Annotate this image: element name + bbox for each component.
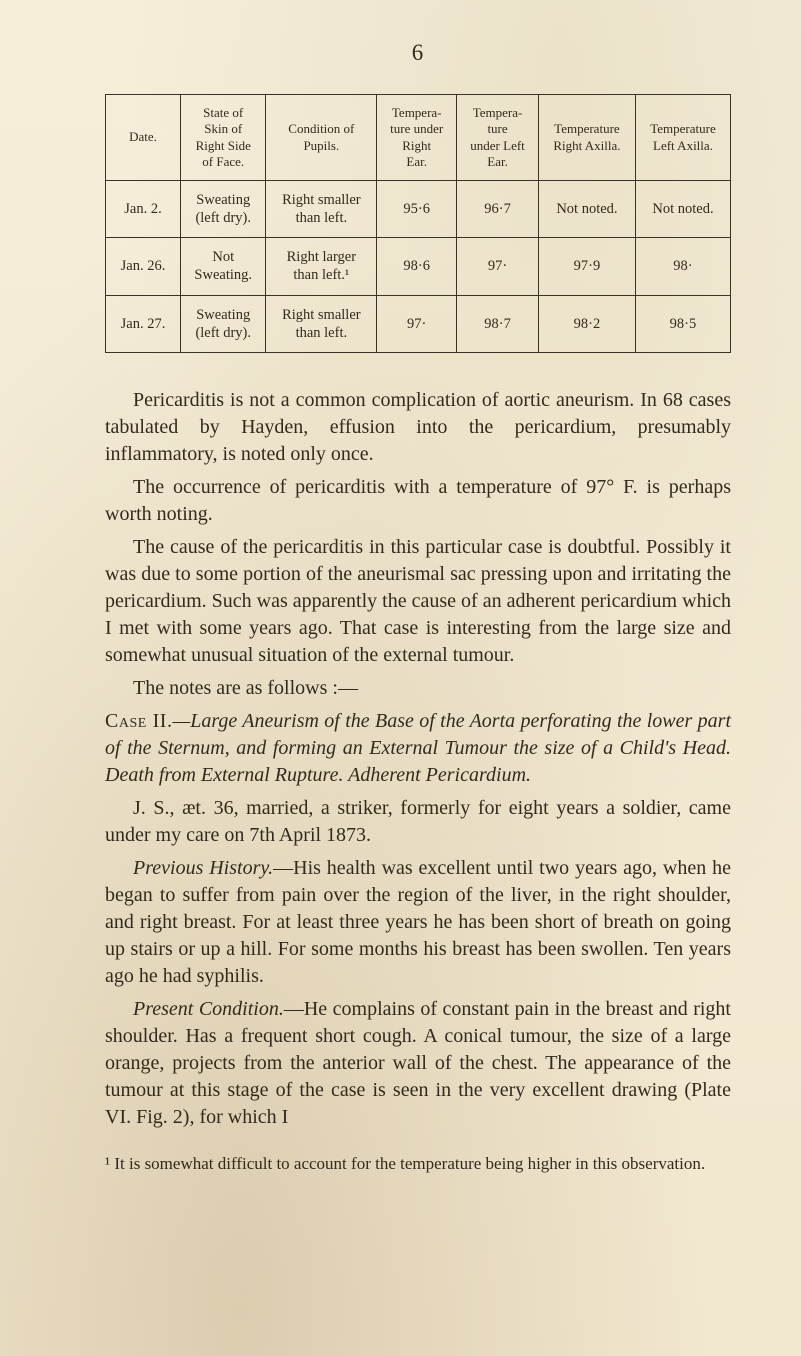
cell-skin: NotSweating. — [181, 238, 266, 295]
cell-lear: 97· — [457, 238, 539, 295]
col-right-ax: TemperatureRight Axilla. — [538, 95, 635, 181]
cell-lear: 96·7 — [457, 181, 539, 238]
col-pupils: Condition ofPupils. — [266, 95, 377, 181]
paragraph: Pericarditis is not a common complicatio… — [105, 387, 731, 468]
cell-lax: Not noted. — [635, 181, 730, 238]
cell-rear: 95·6 — [377, 181, 457, 238]
cell-rax: 97·9 — [538, 238, 635, 295]
cell-lax: 98· — [635, 238, 730, 295]
cell-pupils: Right smallerthan left. — [266, 181, 377, 238]
col-right-ear: Tempera-ture underRightEar. — [377, 95, 457, 181]
table-row: Jan. 27. Sweating(left dry). Right small… — [106, 295, 731, 352]
cell-date: Jan. 26. — [106, 238, 181, 295]
cell-skin: Sweating(left dry). — [181, 295, 266, 352]
paragraph: J. S., æt. 36, married, a striker, forme… — [105, 795, 731, 849]
paragraph: Previous History.—His health was excelle… — [105, 855, 731, 990]
cell-pupils: Right largerthan left.¹ — [266, 238, 377, 295]
paragraph: Present Condition.—He complains of const… — [105, 996, 731, 1131]
case-heading: Case II.—Large Aneurism of the Base of t… — [105, 708, 731, 789]
col-left-ear: Tempera-tureunder LeftEar. — [457, 95, 539, 181]
cell-pupils: Right smallerthan left. — [266, 295, 377, 352]
body-text: Pericarditis is not a common complicatio… — [105, 387, 731, 1131]
cell-date: Jan. 2. — [106, 181, 181, 238]
table-header-row: Date. State ofSkin ofRight Sideof Face. … — [106, 95, 731, 181]
table-row: Jan. 26. NotSweating. Right largerthan l… — [106, 238, 731, 295]
footnote: ¹ It is somewhat difficult to account fo… — [105, 1153, 731, 1175]
paragraph: The occurrence of pericarditis with a te… — [105, 474, 731, 528]
cell-date: Jan. 27. — [106, 295, 181, 352]
col-skin: State ofSkin ofRight Sideof Face. — [181, 95, 266, 181]
previous-history-label: Previous History. — [133, 857, 273, 879]
cell-rear: 97· — [377, 295, 457, 352]
case-label: Case II. — [105, 710, 172, 732]
cell-lear: 98·7 — [457, 295, 539, 352]
page: 6 Date. State ofSkin ofRight Sideof Face… — [0, 0, 801, 1356]
table-row: Jan. 2. Sweating(left dry). Right smalle… — [106, 181, 731, 238]
cell-rax: Not noted. — [538, 181, 635, 238]
paragraph: The notes are as follows :— — [105, 675, 731, 702]
cell-skin: Sweating(left dry). — [181, 181, 266, 238]
paragraph: The cause of the pericarditis in this pa… — [105, 534, 731, 669]
cell-rax: 98·2 — [538, 295, 635, 352]
page-number: 6 — [105, 40, 731, 66]
cell-lax: 98·5 — [635, 295, 730, 352]
case-title: —Large Aneurism of the Base of the Aorta… — [105, 710, 731, 786]
observation-table: Date. State ofSkin ofRight Sideof Face. … — [105, 94, 731, 353]
col-left-ax: TemperatureLeft Axilla. — [635, 95, 730, 181]
col-date: Date. — [106, 95, 181, 181]
cell-rear: 98·6 — [377, 238, 457, 295]
present-condition-label: Present Condition. — [133, 998, 284, 1020]
